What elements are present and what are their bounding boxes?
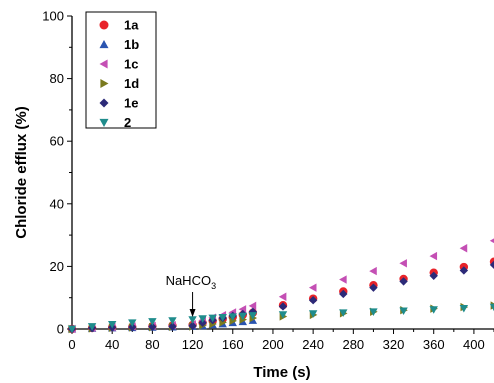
data-point-2 [128, 319, 137, 327]
data-point-1c [278, 292, 287, 301]
data-point-1e [128, 322, 137, 332]
data-point-1e [278, 302, 288, 311]
data-point-2 [278, 311, 288, 319]
x-tick-label: 280 [342, 337, 364, 352]
data-point-2 [308, 310, 318, 318]
data-point-2 [208, 314, 217, 323]
data-point-2 [218, 314, 227, 322]
legend-label-1e: 1e [124, 96, 138, 111]
data-point-1c [459, 244, 468, 253]
data-point-2 [248, 312, 258, 320]
annotation-label: NaHCO3 [166, 273, 217, 291]
y-axis-title: Chloride efflux (%) [13, 106, 30, 239]
data-point-2 [188, 316, 197, 324]
x-axis-title: Time (s) [253, 364, 310, 381]
data-point-2 [228, 313, 237, 321]
annotation-arrow-head [189, 309, 196, 317]
x-tick-label: 80 [145, 337, 159, 352]
data-point-1c [248, 301, 257, 311]
y-tick-label: 80 [50, 71, 64, 86]
legend-marker-1a [99, 20, 109, 30]
y-tick-label: 20 [50, 259, 64, 274]
y-tick-label: 100 [42, 9, 64, 24]
data-point-2 [148, 318, 157, 326]
legend-marker-1b [99, 40, 109, 49]
data-point-2 [67, 325, 77, 334]
data-point-1e [308, 296, 318, 305]
x-tick-label: 360 [423, 337, 445, 352]
data-point-2 [87, 323, 97, 331]
data-point-1e [339, 289, 348, 299]
data-point-2 [107, 320, 117, 329]
data-point-2 [429, 306, 438, 314]
data-point-1e [489, 260, 494, 270]
y-tick-label: 60 [50, 134, 64, 149]
legend-marker-1c [99, 59, 108, 69]
legend-marker-1e [99, 98, 109, 108]
legend-label-1a: 1a [124, 18, 139, 33]
x-tick-label: 40 [105, 337, 119, 352]
data-point-1e [399, 277, 408, 286]
legend-box [85, 11, 157, 129]
data-point-2 [238, 312, 248, 321]
data-points [67, 238, 494, 334]
x-tick-label: 160 [222, 337, 244, 352]
data-point-1e [369, 283, 378, 292]
data-point-1c [339, 275, 347, 284]
nahco3-annotation: NaHCO3 [166, 273, 217, 317]
x-tick-label: 120 [182, 337, 204, 352]
data-point-1e [168, 322, 177, 331]
data-point-1c [308, 283, 317, 292]
axes: 0 20 40 60 80 100 0 40 80 120 160 200 240 280 320 360 40… [13, 9, 494, 381]
data-point-1c [369, 266, 377, 276]
x-tick-label: 400 [463, 337, 485, 352]
legend: 1a 1b 1c 1d 1e 2 [85, 11, 157, 130]
legend-label-1c: 1c [124, 57, 138, 72]
legend-label-1b: 1b [124, 37, 139, 52]
x-tick-label: 200 [262, 337, 284, 352]
x-tick-label: 240 [302, 337, 324, 352]
legend-marker-2 [99, 118, 109, 127]
data-point-1e [459, 266, 469, 275]
data-point-2 [198, 315, 207, 323]
data-point-1c [399, 259, 407, 268]
legend-label-1d: 1d [124, 76, 139, 91]
data-point-1d [229, 316, 237, 326]
y-tick-label: 40 [50, 196, 64, 211]
data-point-1e [148, 322, 157, 332]
data-point-2 [489, 303, 494, 312]
data-point-2 [339, 309, 348, 317]
legend-marker-1d [100, 79, 109, 88]
data-point-2 [399, 307, 408, 316]
data-point-1c [489, 238, 494, 244]
data-point-1c [429, 251, 438, 261]
x-tick-label: 320 [383, 337, 405, 352]
data-point-2 [369, 308, 378, 316]
data-point-1e [188, 321, 197, 331]
data-point-2 [168, 317, 177, 325]
x-tick-label: 0 [68, 337, 75, 352]
data-point-1e [429, 271, 438, 280]
legend-label-2: 2 [124, 115, 131, 130]
y-tick-label: 0 [57, 322, 64, 337]
data-point-2 [459, 304, 469, 313]
